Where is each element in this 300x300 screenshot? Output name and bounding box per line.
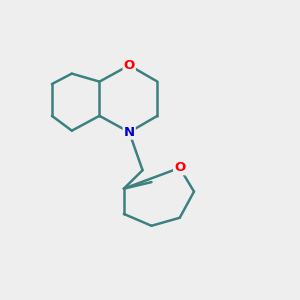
Text: O: O [124, 59, 135, 72]
Text: O: O [174, 161, 185, 174]
Text: N: N [124, 126, 135, 139]
